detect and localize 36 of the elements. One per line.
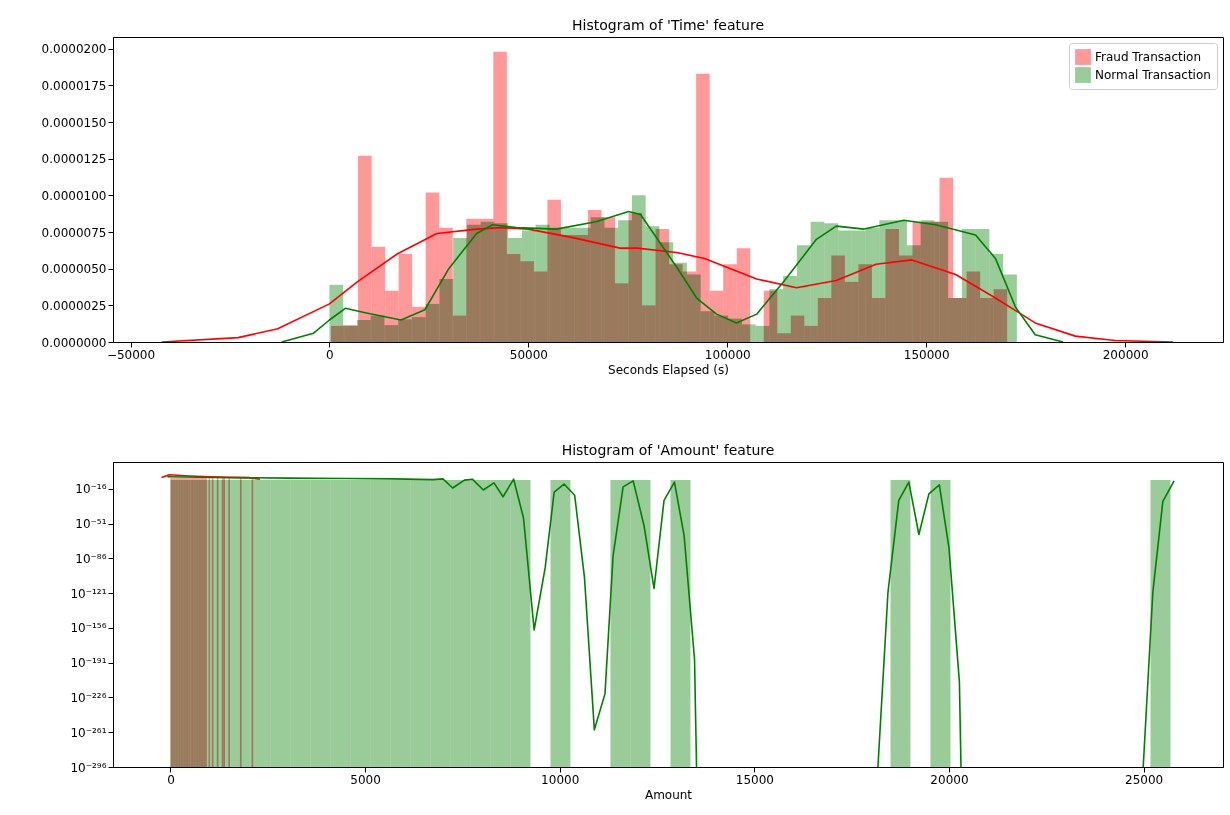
y-tick-label: 10⁻¹⁵⁶ <box>70 621 107 636</box>
y-tick-label: 0.0000125 <box>41 152 107 167</box>
legend-label: Fraud Transaction <box>1095 50 1202 64</box>
x-axis-title: Seconds Elapsed (s) <box>608 362 729 377</box>
y-tick-label: 0.0000075 <box>41 225 107 240</box>
x-tick-label: 20000 <box>930 772 969 787</box>
y-tick-label: 10⁻⁵¹ <box>75 517 107 532</box>
chart-title: Histogram of 'Amount' feature <box>561 442 775 458</box>
y-tick-label: 0.0000175 <box>41 78 107 93</box>
y-tick-label: 10⁻¹⁶ <box>75 482 107 497</box>
x-tick-label: 50000 <box>509 347 548 362</box>
y-tick-label: 0.0000000 <box>41 335 107 350</box>
x-tick-label: 0 <box>167 772 175 787</box>
y-tick-label: 0.0000200 <box>41 42 107 57</box>
x-tick-label: 0 <box>326 347 334 362</box>
y-tick-label: 10⁻²⁶¹ <box>70 725 107 740</box>
legend-label: Normal Transaction <box>1095 68 1211 82</box>
y-tick-label: 0.0000100 <box>41 188 107 203</box>
x-tick-label: 10000 <box>541 772 580 787</box>
x-tick-label: −50000 <box>106 347 156 362</box>
chart-title: Histogram of 'Time' feature <box>572 17 764 33</box>
x-tick-label: 150000 <box>903 347 950 362</box>
y-tick-label: 10⁻⁸⁶ <box>75 551 107 566</box>
y-tick-label: 0.0000150 <box>41 115 107 130</box>
y-tick-label: 10⁻²²⁶ <box>70 690 107 705</box>
y-tick-label: 10⁻¹⁹¹ <box>70 656 107 671</box>
y-tick-label: 0.0000025 <box>41 298 107 313</box>
x-tick-label: 25000 <box>1125 772 1164 787</box>
x-tick-label: 15000 <box>735 772 774 787</box>
y-tick-label: 10⁻¹²¹ <box>70 586 107 601</box>
y-tick-label: 10⁻²⁹⁶ <box>70 760 107 775</box>
x-tick-label: 100000 <box>704 347 751 362</box>
x-tick-label: 200000 <box>1102 347 1149 362</box>
y-tick-label: 0.0000050 <box>41 262 107 277</box>
x-tick-label: 5000 <box>350 772 381 787</box>
x-axis-title: Amount <box>644 787 693 802</box>
